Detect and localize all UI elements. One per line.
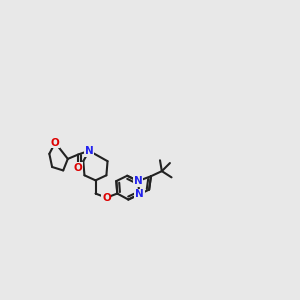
Text: N: N [135, 189, 144, 199]
Text: O: O [102, 193, 111, 203]
Text: O: O [51, 138, 59, 148]
Text: O: O [74, 163, 82, 173]
Text: N: N [85, 146, 93, 156]
Text: N: N [134, 176, 142, 186]
